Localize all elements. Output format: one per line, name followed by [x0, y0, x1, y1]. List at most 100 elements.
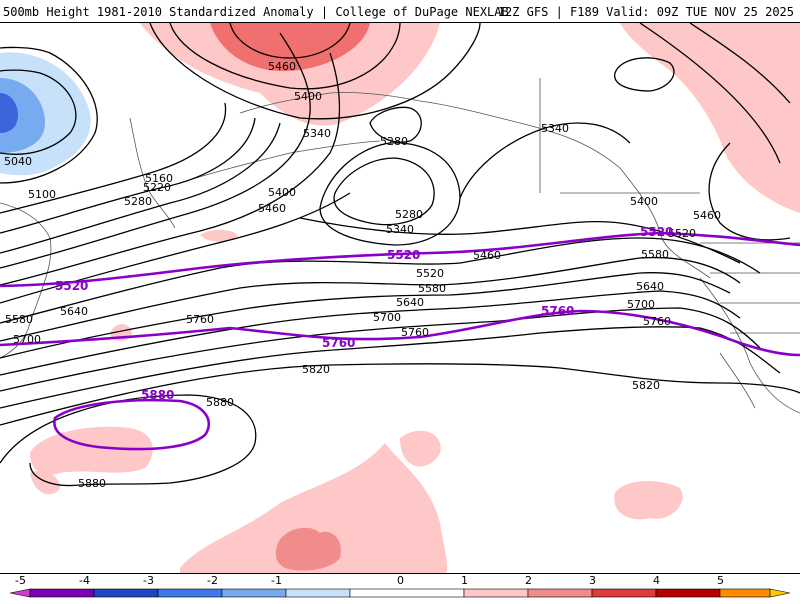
label-5700-r: 5700 [627, 298, 655, 311]
contour-5820 [0, 363, 800, 426]
label-5340-ak: 5340 [541, 122, 569, 135]
label-5280-top: 5280 [380, 135, 408, 148]
coast-baja [719, 352, 756, 409]
tick-n4: -4 [79, 574, 90, 587]
purple-5880 [53, 398, 211, 451]
swatch-p5 [719, 588, 771, 598]
label-5580-left: 5580 [5, 313, 33, 326]
highlight-labels: 5520 5520 5520 5760 5760 5880 [55, 225, 673, 402]
label-5640: 5640 [396, 296, 424, 309]
contour-labels: 5460 5400 5340 5280 5340 5040 5100 5160 … [4, 60, 721, 490]
coast-aleutians [179, 140, 381, 184]
contour-ne-2 [639, 23, 781, 164]
contour-5460-top [229, 23, 351, 59]
label-5220: 5220 [143, 181, 171, 194]
purple-5520 [0, 231, 800, 288]
label-5820-r: 5820 [632, 379, 660, 392]
label-5160: 5160 [145, 172, 173, 185]
pos-anomaly-bering-core [210, 23, 370, 72]
border-canada [539, 78, 700, 194]
contour-5640 [0, 290, 741, 376]
swatch-p2 [527, 588, 593, 598]
label-5400-r: 5400 [630, 195, 658, 208]
label-5760-r: 5760 [643, 315, 671, 328]
neg-anomaly-west-center [0, 93, 18, 133]
contour-5280 [0, 122, 281, 254]
label-purple-5880: 5880 [141, 388, 174, 402]
label-purple-5760-a: 5760 [322, 336, 355, 350]
label-5700: 5700 [373, 311, 401, 324]
contour-5760-black [0, 326, 781, 409]
swatch-n5-tip [9, 588, 31, 598]
swatch-n4 [29, 588, 95, 598]
contour-5280-low [333, 157, 435, 226]
contour-5400-top [169, 23, 401, 90]
purple-5760 [0, 309, 800, 357]
contour-5220 [0, 117, 256, 234]
anomaly-map: 5460 5400 5340 5280 5340 5040 5100 5160 … [0, 22, 800, 574]
colorbar-swatches [9, 588, 791, 598]
pos-anomaly-ne [620, 23, 800, 213]
tick-p3: 3 [589, 574, 596, 587]
map-header: 500mb Height 1981-2010 Standardized Anom… [0, 0, 800, 22]
label-5460-mid: 5460 [473, 249, 501, 262]
pos-anomaly-small-1 [200, 229, 238, 242]
label-5880-a: 5880 [206, 396, 234, 409]
contour-5340-main [0, 32, 311, 269]
label-5340-top: 5340 [303, 127, 331, 140]
label-purple-5520-left: 5520 [55, 279, 88, 293]
tick-n1: -1 [271, 574, 282, 587]
pos-anomaly-east [614, 481, 683, 520]
label-5400-top: 5400 [294, 90, 322, 103]
swatch-p6-tip [769, 588, 791, 598]
colorbar-svg: -5 -4 -3 -2 -1 0 1 2 3 4 5 [9, 574, 791, 598]
swatch-p0 [349, 588, 465, 598]
contour-5100 [0, 46, 98, 184]
height-contours [0, 23, 800, 487]
tick-p2: 2 [525, 574, 532, 587]
contour-ne-3 [708, 142, 791, 241]
pos-anomaly-south-core [275, 527, 341, 571]
model-run-info: 12Z GFS | F189 Valid: 09Z TUE NOV 25 202… [497, 5, 794, 19]
highlight-contours [0, 231, 800, 451]
swatch-n3 [93, 588, 159, 598]
label-5460: 5460 [258, 202, 286, 215]
contour-5400 [0, 52, 341, 286]
label-5460-top: 5460 [268, 60, 296, 73]
swatch-p1 [463, 588, 529, 598]
border-states [700, 242, 800, 334]
tick-p5: 5 [717, 574, 724, 587]
contour-5580 [0, 272, 731, 359]
pos-anomaly-subtropical-w [30, 426, 153, 475]
tick-n5: -5 [15, 574, 26, 587]
colorbar-ticks-labels: -5 -4 -3 -2 -1 0 1 2 3 4 5 [15, 574, 724, 587]
contour-5040 [0, 69, 77, 155]
contour-5340-top [149, 23, 481, 120]
contour-5160 [0, 102, 227, 214]
swatch-n0 [285, 588, 351, 598]
label-5340-b: 5340 [386, 223, 414, 236]
label-5880-b: 5880 [78, 477, 106, 490]
label-5580-r: 5580 [641, 248, 669, 261]
pos-anomaly-south [180, 443, 448, 573]
contour-5400-r [299, 217, 741, 264]
label-purple-5520-right: 5520 [640, 225, 673, 239]
label-5280-b: 5280 [395, 208, 423, 221]
map-title: 500mb Height 1981-2010 Standardized Anom… [3, 5, 509, 19]
swatch-p3 [591, 588, 657, 598]
label-5580: 5580 [418, 282, 446, 295]
label-5520-r-black: 5520 [668, 227, 696, 240]
label-5460-r: 5460 [693, 209, 721, 222]
label-purple-5520-mid: 5520 [387, 248, 420, 262]
label-5760-b: 5760 [401, 326, 429, 339]
contour-ne-1 [689, 23, 791, 104]
anomaly-shading [0, 23, 800, 573]
label-5400: 5400 [268, 186, 296, 199]
label-5640-r: 5640 [636, 280, 664, 293]
swatch-n1 [221, 588, 287, 598]
tick-p4: 4 [653, 574, 660, 587]
contour-5460-r [0, 237, 761, 324]
tick-p1: 1 [461, 574, 468, 587]
contour-5340-ak [459, 122, 631, 199]
swatch-p4 [655, 588, 721, 598]
